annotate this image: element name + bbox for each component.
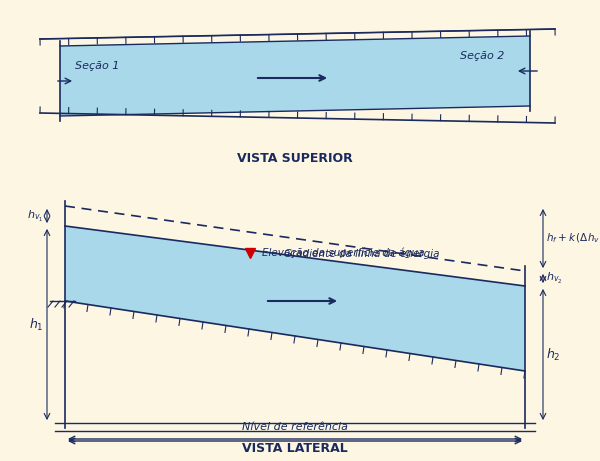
- Text: VISTA LATERAL: VISTA LATERAL: [242, 443, 348, 455]
- Text: Seção 2: Seção 2: [460, 51, 505, 61]
- Text: $h_{v_1}$: $h_{v_1}$: [28, 208, 44, 224]
- Text: $h_{v_2}$: $h_{v_2}$: [546, 271, 563, 286]
- Text: Gradiente da linha de energia: Gradiente da linha de energia: [284, 249, 440, 259]
- Text: Elevação da superfície da água: Elevação da superfície da água: [262, 248, 425, 258]
- Text: $h_1$: $h_1$: [29, 316, 44, 332]
- Polygon shape: [60, 36, 530, 116]
- Text: Seção 1: Seção 1: [75, 61, 119, 71]
- Text: VISTA SUPERIOR: VISTA SUPERIOR: [237, 153, 353, 165]
- Text: Nível de referência: Nível de referência: [242, 422, 348, 432]
- Polygon shape: [65, 226, 525, 371]
- Text: $h_2$: $h_2$: [546, 347, 560, 362]
- Text: $h_f + k\,(\Delta h_v)$: $h_f + k\,(\Delta h_v)$: [546, 232, 600, 245]
